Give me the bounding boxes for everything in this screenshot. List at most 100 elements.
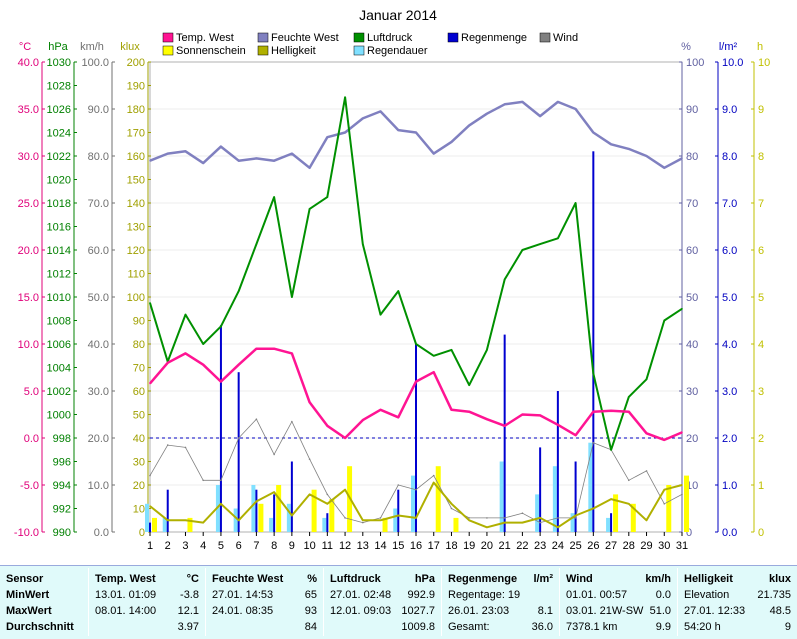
- wind-point: [432, 474, 435, 477]
- helligkeit-point: [557, 526, 559, 529]
- helligkeit-point: [379, 519, 382, 522]
- rain-duration-bar: [215, 485, 220, 532]
- temperature-point: [592, 410, 595, 413]
- rain-duration-bar: [286, 503, 291, 532]
- temperature-point: [379, 409, 382, 411]
- x-tick-label: 3: [182, 540, 188, 552]
- rain-amount-bar: [610, 513, 613, 532]
- wind-point: [415, 488, 417, 491]
- sunshine-bar: [329, 499, 335, 532]
- rain-amount-bar: [149, 522, 151, 532]
- legend-label: Wind: [553, 32, 578, 44]
- tick-label: 0: [686, 527, 692, 539]
- wind-min-value: 0.0: [655, 589, 671, 601]
- wind-point: [220, 479, 222, 482]
- humidity-point: [344, 131, 346, 134]
- tick-label: 100: [127, 292, 145, 304]
- temperature-point: [450, 409, 453, 411]
- wind-point: [308, 458, 311, 460]
- helligkeit-point: [415, 517, 417, 519]
- helligkeit-point: [681, 484, 683, 486]
- temperature-point: [432, 371, 435, 374]
- x-tick-label: 14: [374, 540, 386, 552]
- wind-point: [166, 444, 169, 446]
- humidity-unit: %: [307, 573, 317, 585]
- temperature-point: [255, 347, 258, 350]
- tick-label: 90: [686, 104, 698, 116]
- helligkeit-point: [166, 519, 169, 522]
- temperature-point: [291, 352, 293, 355]
- x-tick-label: 1: [147, 540, 153, 552]
- sunshine-bar: [435, 466, 441, 532]
- rain-amount-bar: [503, 334, 506, 532]
- rain-amount-bar: [290, 461, 293, 532]
- x-tick-label: 15: [392, 540, 404, 552]
- helligkeit-point: [273, 491, 275, 493]
- tick-label: 9.0: [722, 104, 737, 116]
- tick-label: 1004: [47, 363, 71, 375]
- humidity-point: [362, 117, 364, 120]
- helligkeit-point: [628, 503, 630, 505]
- wind-point: [681, 493, 683, 496]
- sunshine-bar: [258, 503, 264, 532]
- tick-label: 0: [758, 527, 764, 539]
- wind-column: Wind km/h 01.01. 00:57 0.0 03.01. 21W-SW…: [560, 566, 677, 639]
- tick-label: 35.0: [18, 104, 39, 116]
- tick-label: 8: [758, 151, 764, 163]
- tick-label: 40: [133, 433, 145, 445]
- pressure-point: [628, 396, 630, 398]
- rain-amount-bar: [255, 489, 258, 532]
- tick-label: -10.0: [14, 527, 39, 539]
- humidity-point: [184, 150, 187, 153]
- legend-swatch: [353, 32, 365, 43]
- pressure-point: [308, 208, 311, 210]
- wind-point: [362, 521, 364, 524]
- tick-label: 10.0: [722, 57, 743, 69]
- x-tick-label: 26: [587, 540, 599, 552]
- tick-label: 25.0: [18, 198, 39, 210]
- helligkeit-point: [291, 514, 293, 517]
- axis-unit-label: klux: [120, 41, 140, 53]
- tick-label: 5.0: [722, 292, 737, 304]
- wind-point: [273, 453, 275, 456]
- pressure-point: [326, 196, 329, 198]
- tick-label: 10: [133, 504, 145, 516]
- humidity-point: [255, 157, 258, 160]
- sunshine-bar: [453, 517, 459, 532]
- rain-duration-bar: [145, 503, 149, 532]
- pressure-point: [432, 354, 435, 357]
- weather-chart: Januar 2014 Temp. West Feuchte West Luftdr…: [14, 7, 770, 552]
- humidity-header: Feuchte West: [212, 573, 284, 585]
- temp-max-time: 08.01. 14:00: [95, 605, 157, 617]
- tick-label: 0: [139, 527, 145, 539]
- temp-max-value: 12.1: [177, 605, 199, 617]
- rain-amount-bar: [326, 513, 329, 532]
- sunshine-bar: [276, 485, 282, 532]
- tick-label: 1002: [47, 386, 71, 398]
- wind-point: [628, 479, 630, 482]
- rain-days: Regentage: 19: [448, 589, 521, 601]
- sunshine-bar: [311, 489, 317, 532]
- tick-label: 200: [127, 57, 145, 69]
- humidity-point: [379, 110, 382, 113]
- pressure-point: [415, 343, 417, 345]
- tick-label: 80: [686, 151, 698, 163]
- sunshine-bar: [152, 517, 157, 532]
- temperature-point: [503, 424, 506, 427]
- tick-label: 6.0: [722, 245, 737, 257]
- axis-unit-label: h: [757, 41, 763, 53]
- wind-point: [237, 437, 240, 439]
- wind-point: [663, 503, 666, 505]
- sunshine-bar: [613, 494, 619, 532]
- tick-label: 992: [53, 504, 71, 516]
- humidity-point: [432, 152, 435, 155]
- rain-amount-bar: [592, 151, 595, 533]
- wind-point: [503, 517, 506, 519]
- tick-label: 1006: [47, 339, 71, 351]
- tick-label: 10.0: [88, 480, 109, 492]
- pressure-point: [486, 349, 488, 351]
- row-label-column: Sensor MinWert MaxWert Durchschnitt: [0, 566, 88, 639]
- pressure-column: Luftdruck hPa 27.01. 02:48 992.9 12.01. …: [324, 566, 441, 639]
- wind-max-time: 03.01. 21W-SW: [566, 605, 644, 617]
- humidity-point: [220, 145, 222, 148]
